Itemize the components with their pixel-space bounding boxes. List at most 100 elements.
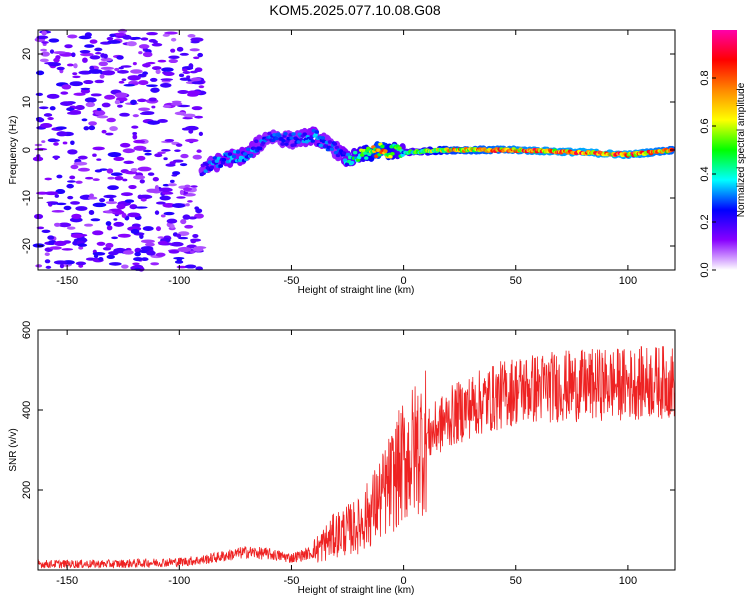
noise-blob [140,246,154,251]
ridge-cell [245,147,251,152]
noise-blob [190,185,198,188]
noise-blob [192,154,202,160]
noise-blob [178,73,185,78]
noise-blob [107,40,121,44]
noise-blob [170,241,184,247]
noise-blob [107,151,122,158]
noise-blob [145,242,155,247]
noise-blob [35,264,43,268]
noise-blob [41,229,51,233]
noise-blob [183,113,196,118]
noise-blob [119,142,131,148]
noise-blob [161,148,171,152]
noise-blob [110,172,123,177]
ridge-cell [302,132,307,136]
noise-blob [53,142,59,146]
y-tick-label: 600 [21,321,33,339]
noise-blob [163,157,168,161]
noise-blob [127,212,141,218]
noise-blob [71,213,82,219]
noise-blob [162,104,172,108]
noise-blob [100,53,106,58]
ridge-cell [360,153,365,157]
noise-blob [90,93,102,97]
noise-blob [69,217,83,223]
noise-blob [182,71,191,74]
snr-marks [37,345,676,569]
noise-blob [184,184,191,188]
noise-blob [144,152,152,156]
noise-blob [89,55,101,60]
noise-blob [188,129,194,134]
noise-blob [120,65,132,68]
noise-blob [130,99,137,105]
noise-blob [83,79,94,85]
noise-blob [59,263,65,269]
ridge-cell [280,142,285,146]
noise-blob [178,231,190,236]
noise-blob [155,201,166,205]
noise-blob [116,55,124,60]
noise-blob [35,92,44,96]
noise-blob [133,139,146,144]
noise-blob [84,44,95,48]
noise-blob [79,49,91,54]
noise-blob [48,38,60,43]
noise-blob [189,48,200,52]
noise-blob [94,110,106,116]
noise-blob [61,84,72,90]
noise-blob [109,126,118,132]
noise-blob [53,240,67,246]
noise-blob [138,107,151,111]
noise-blob [99,198,106,203]
noise-blob [190,239,197,244]
ridge-cell [258,146,263,151]
ridge-cell [397,146,402,150]
noise-blob [137,194,143,200]
noise-blob [136,155,146,161]
noise-blob [36,35,49,40]
y-tick-label: 10 [21,96,33,108]
noise-blob [116,203,126,210]
noise-blob [96,107,102,111]
noise-blob [94,79,105,84]
noise-blob [170,48,176,53]
spectrogram-x-ticks: -150 -100 -50 0 50 100 [56,30,637,287]
noise-blob [161,67,174,72]
figure-title: KOM5.2025.077.10.08.G08 [269,2,440,18]
ridge-cell [218,164,224,168]
noise-blob [47,62,62,67]
noise-blob [176,196,186,199]
noise-blob [142,63,151,68]
noise-blob [154,185,159,191]
noise-blob [163,211,175,216]
ridge-cell [333,150,339,155]
noise-blob [162,33,170,37]
ridge-cell [342,158,348,163]
noise-blob [101,102,111,108]
noise-blob [49,49,55,54]
x-tick-label: -50 [284,275,300,287]
noise-blob [75,261,87,266]
ridge-cell [292,143,297,147]
x-tick-label: -50 [284,575,300,587]
ridge-cell [252,146,257,151]
noise-blob [46,93,60,99]
noise-blob [105,201,118,205]
noise-blob [111,236,118,240]
noise-blob [197,52,204,58]
noise-blob [149,77,158,82]
noise-blob [73,63,78,69]
noise-blob [63,205,72,211]
ridge-cell [203,169,208,173]
noise-blob [176,46,184,52]
noise-blob [177,246,192,253]
ridge-cell [341,151,347,155]
snr-x-axis-label: Height of straight line (km) [298,585,415,596]
noise-blob [185,138,199,143]
noise-blob [50,139,60,142]
noise-blob [40,48,47,52]
noise-blob [132,114,139,118]
spectrogram-y-axis-label: Frequency (Hz) [8,116,19,185]
